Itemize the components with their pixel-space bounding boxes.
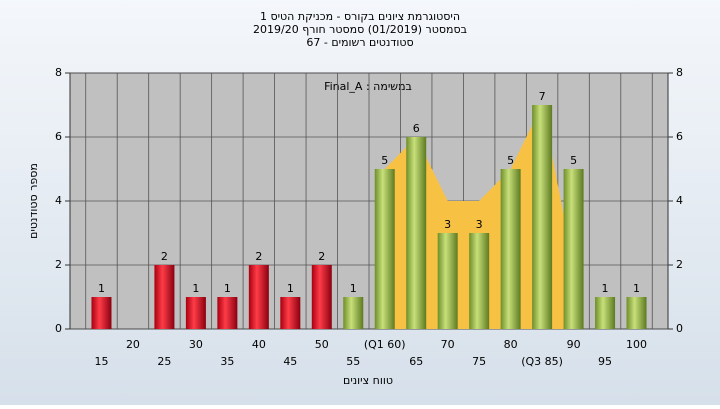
- data-label: 7: [539, 90, 546, 103]
- y-tick-label: 2: [55, 258, 62, 271]
- annotation: במשימה : Final_A: [324, 80, 412, 93]
- bar: [343, 297, 364, 329]
- y2-tick-label: 4: [676, 194, 683, 207]
- x-tick-label: 40: [252, 338, 266, 351]
- data-label: 1: [287, 282, 294, 295]
- data-label: 1: [633, 282, 640, 295]
- x-tick-label: 30: [189, 338, 203, 351]
- bar: [406, 137, 427, 329]
- data-label: 6: [413, 122, 420, 135]
- x-tick-label: 20: [126, 338, 140, 351]
- bar: [217, 297, 238, 329]
- x-axis-title: טווח ציונים: [343, 374, 393, 387]
- bar: [91, 297, 112, 329]
- x-tick-label: (Q3 85): [521, 355, 563, 368]
- data-label: 1: [98, 282, 105, 295]
- bar: [500, 169, 521, 329]
- bar: [374, 169, 395, 329]
- x-tick-label: 50: [315, 338, 329, 351]
- bar: [563, 169, 584, 329]
- bar: [626, 297, 647, 329]
- x-tick-label: 100: [626, 338, 647, 351]
- y-tick-label: 6: [55, 130, 62, 143]
- x-tick-label: 70: [441, 338, 455, 351]
- data-label: 1: [350, 282, 357, 295]
- bar: [248, 265, 269, 329]
- bar: [469, 233, 490, 329]
- data-label: 3: [476, 218, 483, 231]
- y2-tick-label: 0: [676, 322, 683, 335]
- data-label: 2: [318, 250, 325, 263]
- x-tick-label: 95: [598, 355, 612, 368]
- bar: [532, 105, 553, 329]
- title-line: בסמסטר (01/2019) סמסטר חורף 2019/20: [253, 23, 467, 36]
- x-tick-label: 80: [504, 338, 518, 351]
- x-tick-label: 45: [283, 355, 297, 368]
- y-tick-label: 0: [55, 322, 62, 335]
- data-label: 2: [161, 250, 168, 263]
- title-line: סטודנטים רשומים - 67: [306, 36, 413, 49]
- x-tick-label: 75: [472, 355, 486, 368]
- bar: [280, 297, 301, 329]
- title-line: היסטוגרמת ציונים בקורס - מכניקת הטיס 1: [260, 10, 460, 23]
- bar: [437, 233, 458, 329]
- x-tick-label: 65: [409, 355, 423, 368]
- y-tick-label: 8: [55, 66, 62, 79]
- x-tick-label: 15: [94, 355, 108, 368]
- data-label: 3: [444, 218, 451, 231]
- y-axis-title: מספר סטודנטים: [27, 163, 40, 239]
- bar: [595, 297, 616, 329]
- x-tick-label: (Q1 60): [364, 338, 406, 351]
- data-label: 5: [381, 154, 388, 167]
- data-label: 1: [192, 282, 199, 295]
- x-tick-label: 25: [157, 355, 171, 368]
- x-tick-label: 55: [346, 355, 360, 368]
- data-label: 5: [507, 154, 514, 167]
- y-tick-label: 4: [55, 194, 62, 207]
- x-tick-label: 90: [567, 338, 581, 351]
- data-label: 2: [255, 250, 262, 263]
- x-tick-label: 35: [220, 355, 234, 368]
- data-label: 1: [602, 282, 609, 295]
- bar: [154, 265, 175, 329]
- y2-tick-label: 2: [676, 258, 683, 271]
- area: [384, 105, 574, 329]
- y2-tick-label: 8: [676, 66, 683, 79]
- bar: [185, 297, 206, 329]
- data-label: 5: [570, 154, 577, 167]
- y2-tick-label: 6: [676, 130, 683, 143]
- bar: [311, 265, 332, 329]
- data-label: 1: [224, 282, 231, 295]
